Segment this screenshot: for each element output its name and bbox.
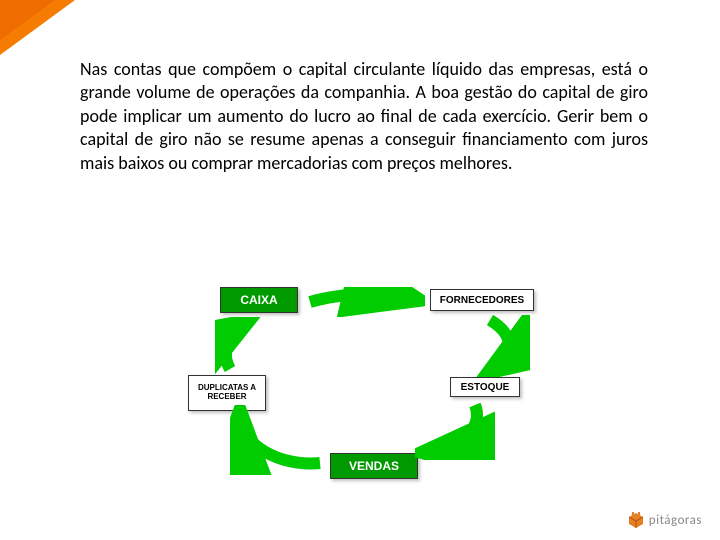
capital-giro-flowchart: CAIXA FORNECEDORES DUPLICATAS A RECEBER … [160,275,560,495]
arrow-fornecedores-estoque [470,315,530,377]
arrow-caixa-fornecedores [305,287,425,317]
brand-logo: pitágoras [627,512,702,528]
body-paragraph: Nas contas que compõem o capital circula… [80,58,648,175]
node-caixa: CAIXA [220,287,298,313]
arrow-duplicatas-caixa [215,317,265,375]
arrow-vendas-duplicatas [230,405,330,475]
node-vendas: VENDAS [330,453,418,479]
node-estoque: ESTOQUE [450,377,520,397]
arrow-estoque-vendas [415,400,495,460]
brand-name: pitágoras [649,513,702,528]
box-icon [627,512,645,528]
corner-triangle [0,0,75,55]
node-fornecedores: FORNECEDORES [430,289,534,311]
